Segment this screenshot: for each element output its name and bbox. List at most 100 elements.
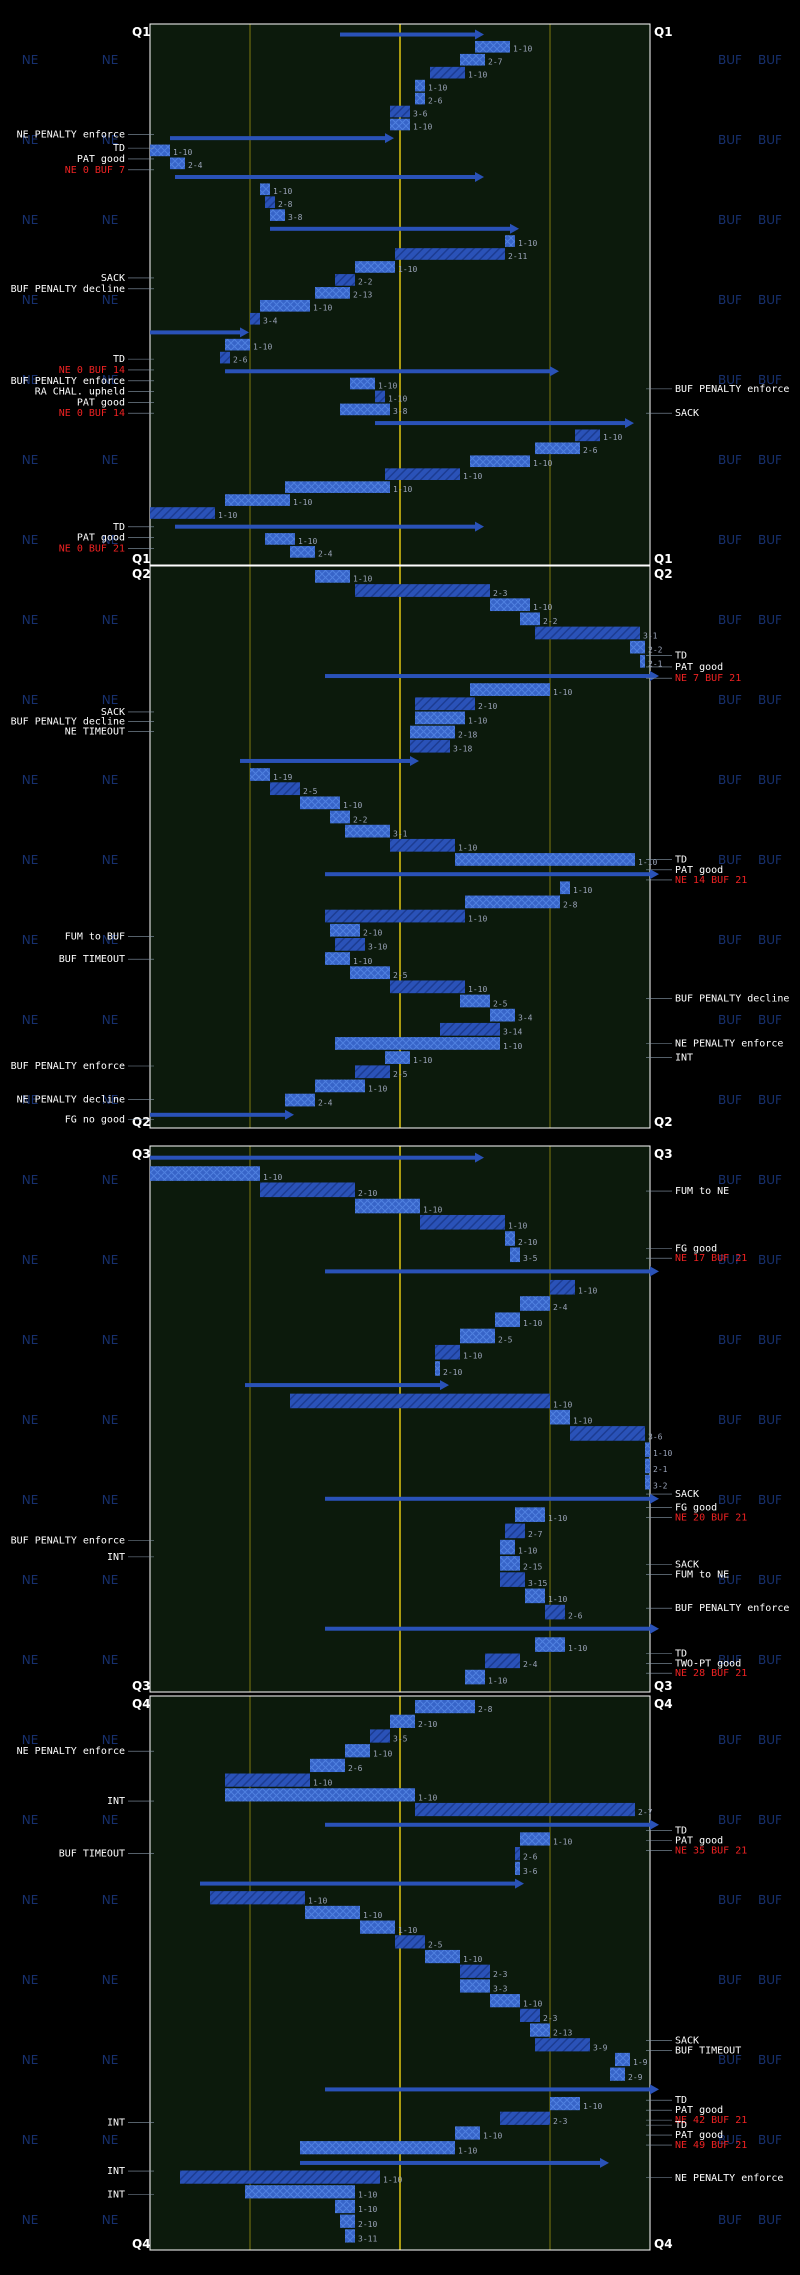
play-bar	[490, 1994, 520, 2008]
play-bar	[425, 1949, 460, 1964]
play-bar	[415, 79, 425, 92]
drive-arrow	[510, 223, 519, 234]
quarter-label-top-right: Q2	[654, 567, 673, 581]
down-distance-label: 2-3	[553, 2117, 568, 2126]
play-bar	[420, 1214, 505, 1230]
drive-line	[325, 1822, 650, 1827]
quarter-label-bottom-left: Q4	[132, 2237, 151, 2251]
event-label: INT	[107, 2117, 125, 2128]
play-bar	[645, 1458, 650, 1474]
event-label: NE 0 BUF 14	[59, 365, 125, 376]
play-bar	[455, 853, 635, 866]
play-bar	[455, 2126, 480, 2140]
team-watermark: BUF	[758, 853, 782, 867]
play-bar	[470, 455, 530, 468]
down-distance-label: 1-10	[463, 472, 482, 481]
play-bar	[415, 92, 425, 105]
team-watermark: NE	[102, 693, 119, 707]
play-bar	[335, 938, 365, 951]
team-watermark: NE	[102, 2053, 119, 2067]
quarter-label-bottom-left: Q3	[132, 1679, 151, 1693]
play-bar	[535, 1637, 565, 1652]
team-watermark: NE	[102, 1973, 119, 1987]
event-label: PAT good	[675, 2130, 723, 2141]
down-distance-label: 2-6	[583, 446, 598, 455]
team-watermark: BUF	[718, 1413, 742, 1427]
event-label: TWO-PT good	[675, 1658, 741, 1669]
event-label: TD	[675, 1649, 687, 1660]
event-label: NE 28 BUF 21	[675, 1668, 747, 1679]
play-bar	[260, 1182, 355, 1198]
play-bar	[270, 209, 285, 221]
down-distance-label: 1-10	[388, 394, 407, 403]
team-watermark: NE	[22, 933, 39, 947]
quarter-label-top-right: Q4	[654, 1697, 673, 1711]
play-bar	[535, 2038, 590, 2052]
play-bar	[210, 1891, 305, 1905]
team-watermark: NE	[102, 1093, 119, 1107]
team-watermark: BUF	[758, 2133, 782, 2147]
drive-arrow	[650, 671, 659, 682]
team-watermark: NE	[22, 1733, 39, 1747]
team-watermark: BUF	[718, 613, 742, 627]
play-bar	[550, 1409, 570, 1425]
play-bar	[335, 2199, 355, 2214]
team-watermark: BUF	[718, 693, 742, 707]
event-label: NE TIMEOUT	[65, 727, 125, 738]
play-bar	[490, 1008, 515, 1022]
down-distance-label: 1-10	[343, 801, 362, 810]
down-distance-label: 3-4	[518, 1014, 533, 1023]
down-distance-label: 1-10	[173, 148, 192, 157]
down-distance-label: 1-10	[533, 603, 552, 612]
down-distance-label: 1-10	[553, 1838, 572, 1847]
play-bar	[500, 1556, 520, 1571]
team-watermark: NE	[22, 1813, 39, 1827]
quarter-label-top-left: Q2	[132, 567, 151, 581]
down-distance-label: 2-5	[393, 971, 408, 980]
team-watermark: BUF	[718, 1493, 742, 1507]
team-watermark: BUF	[718, 2213, 742, 2227]
team-watermark: BUF	[718, 1813, 742, 1827]
team-watermark: NE	[22, 613, 39, 627]
team-watermark: BUF	[758, 53, 782, 67]
team-watermark: BUF	[758, 1413, 782, 1427]
team-watermark: NE	[102, 213, 119, 227]
down-distance-label: 1-10	[518, 1546, 537, 1555]
down-distance-label: 2-6	[233, 355, 248, 364]
down-distance-label: 1-10	[413, 122, 432, 131]
drive-line	[325, 1269, 650, 1274]
down-distance-label: 2-10	[363, 929, 382, 938]
play-bar	[490, 598, 530, 612]
play-bar	[335, 274, 355, 286]
team-watermark: BUF	[718, 853, 742, 867]
play-bar	[285, 1093, 315, 1107]
team-watermark: NE	[22, 1013, 39, 1027]
play-bar	[475, 40, 510, 53]
down-distance-label: 1-10	[553, 688, 572, 697]
down-distance-label: 3-1	[393, 830, 408, 839]
play-bar	[440, 1022, 500, 1036]
down-distance-label: 3-8	[288, 213, 303, 222]
down-distance-label: 1-10	[468, 985, 487, 994]
play-bar	[505, 1231, 515, 1246]
play-bar	[550, 2096, 580, 2111]
down-distance-label: 1-10	[548, 1595, 567, 1604]
play-bar	[460, 1328, 495, 1344]
down-distance-label: 1-10	[363, 1911, 382, 1920]
drive-arrow	[385, 133, 394, 144]
quarter-label-bottom-left: Q1	[132, 552, 151, 566]
event-label: NE 17 BUF 21	[675, 1253, 747, 1264]
drive-arrow	[650, 869, 659, 880]
team-watermark: NE	[22, 693, 39, 707]
team-watermark: BUF	[718, 1733, 742, 1747]
team-watermark: BUF	[758, 2053, 782, 2067]
down-distance-label: 2-10	[418, 1720, 437, 1729]
play-bar	[310, 1758, 345, 1773]
team-watermark: NE	[22, 293, 39, 307]
drive-line	[245, 1383, 440, 1388]
play-bar	[465, 895, 560, 909]
event-label: TD	[113, 143, 125, 154]
event-label: PAT good	[77, 154, 125, 165]
down-distance-label: 1-10	[458, 2146, 477, 2155]
quarter-label-top-right: Q3	[654, 1147, 673, 1161]
